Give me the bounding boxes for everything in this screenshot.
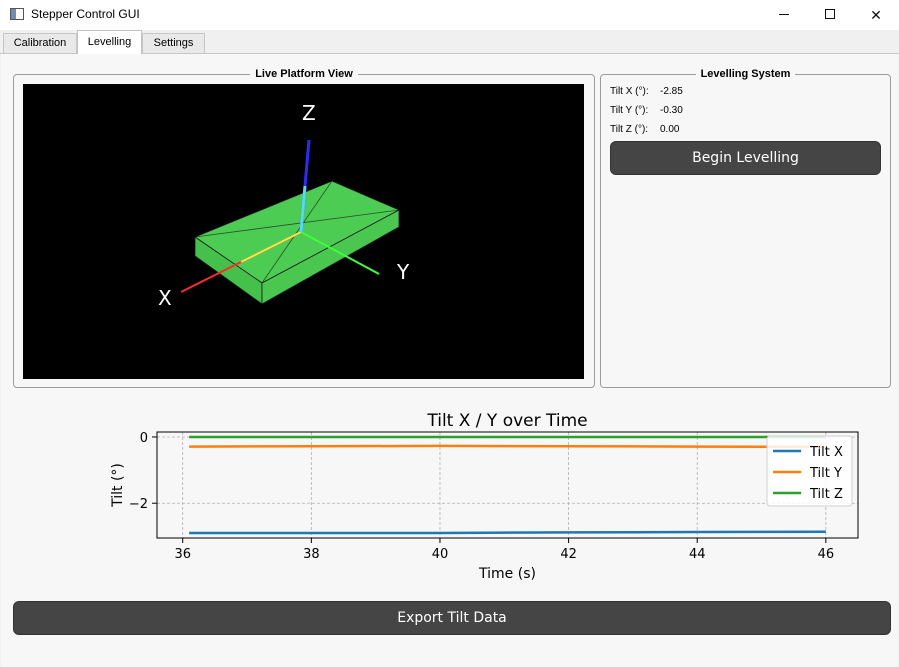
z-axis-label: Z	[302, 101, 316, 125]
series-line-tilt-y	[189, 444, 826, 449]
minimize-button[interactable]	[761, 0, 807, 30]
platform-side-face	[261, 209, 400, 305]
tilt-z-readout: Tilt Z (°): 0.00	[610, 124, 679, 135]
close-icon: ✕	[870, 7, 882, 23]
platform-model	[194, 180, 400, 305]
levelling-tab-content: Live Platform View Z Y X Leve	[1, 54, 898, 667]
x-axis-label: X	[158, 286, 172, 310]
levelling-system-title: Levelling System	[695, 68, 796, 80]
window-title: Stepper Control GUI	[31, 7, 140, 21]
chart-xlabel: Time (s)	[478, 566, 536, 582]
series-line-tilt-x	[189, 530, 826, 535]
title-bar: Stepper Control GUI ✕	[0, 0, 899, 30]
x-axis-highlight	[240, 231, 302, 263]
tilt-x-label: Tilt X (°):	[610, 86, 649, 97]
y-axis-line	[300, 231, 380, 275]
tilt-y-label: Tilt Y (°):	[610, 105, 649, 116]
tab-bar: Calibration Levelling Settings	[0, 30, 899, 54]
y-axis-label: Y	[397, 260, 410, 284]
tab-levelling[interactable]: Levelling	[77, 30, 142, 54]
tab-divider	[0, 53, 899, 54]
close-button[interactable]: ✕	[853, 0, 899, 30]
legend-entry: Tilt Y	[809, 466, 842, 481]
live-platform-view-group: Live Platform View Z Y X	[13, 68, 595, 388]
tilt-chart: 36 38 40 42 44 46 0 −2 Tilt X / Y over Time Tim…	[110, 411, 859, 582]
tilt-z-value: 0.00	[660, 124, 680, 135]
x-tick-label: 36	[174, 547, 191, 562]
tilt-y-readout: Tilt Y (°): -0.30	[610, 105, 683, 116]
legend-entry: Tilt Z	[809, 487, 843, 502]
tilt-x-readout: Tilt X (°): -2.85	[610, 86, 683, 97]
tab-settings[interactable]: Settings	[142, 33, 205, 54]
chart-title: Tilt X / Y over Time	[426, 411, 587, 431]
x-tick-label: 38	[303, 547, 320, 562]
tilt-x-value: -2.85	[660, 86, 683, 97]
levelling-system-group: Levelling System Tilt X (°): -2.85 Tilt …	[600, 68, 891, 388]
z-axis-highlight	[299, 185, 307, 233]
x-tick-label: 42	[560, 547, 577, 562]
app-window-icon	[10, 8, 24, 20]
x-tick-label: 40	[432, 547, 449, 562]
legend-entry: Tilt X	[809, 445, 843, 460]
x-tick-label: 44	[689, 547, 706, 562]
x-tick-label: 46	[818, 547, 835, 562]
begin-levelling-button[interactable]: Begin Levelling	[610, 141, 881, 175]
export-tilt-data-button[interactable]: Export Tilt Data	[13, 601, 891, 635]
tilt-y-value: -0.30	[660, 105, 683, 116]
chart-legend: Tilt X Tilt Y Tilt Z	[766, 435, 853, 507]
maximize-icon	[825, 9, 835, 19]
y-tick-label: −2	[129, 497, 148, 512]
legend-box	[766, 435, 853, 507]
tilt-z-label: Tilt Z (°):	[610, 124, 649, 135]
platform-3d-view[interactable]: Z Y X	[23, 84, 584, 379]
maximize-button[interactable]	[807, 0, 853, 30]
chart-plot-frame	[156, 431, 859, 539]
live-platform-view-title: Live Platform View	[250, 68, 358, 80]
tab-calibration[interactable]: Calibration	[3, 33, 77, 54]
platform-3d-scene	[180, 139, 400, 305]
minimize-icon	[779, 14, 789, 15]
y-tick-label: 0	[140, 431, 148, 446]
chart-ylabel: Tilt (°)	[110, 463, 126, 508]
